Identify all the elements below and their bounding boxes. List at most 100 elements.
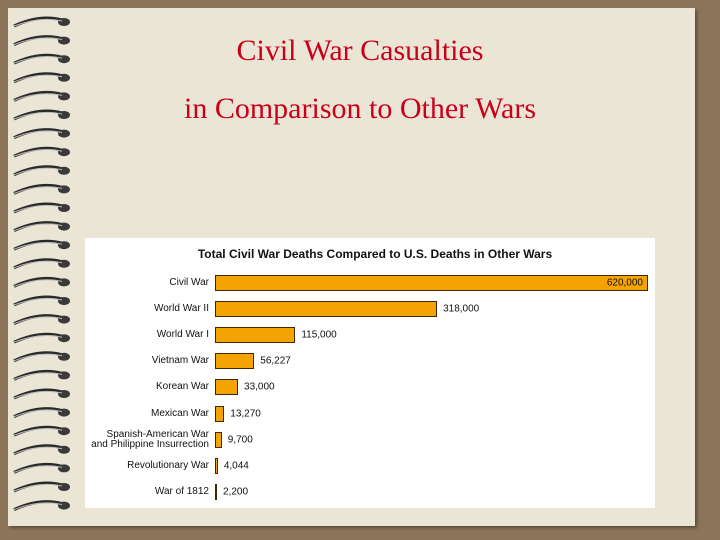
y-tick-label: Civil War bbox=[169, 277, 209, 288]
spiral-ring bbox=[58, 315, 70, 324]
bar bbox=[215, 379, 239, 396]
spiral-ring bbox=[13, 276, 63, 288]
spiral-ring bbox=[58, 166, 70, 175]
spiral-ring bbox=[13, 242, 63, 250]
data-label: 9,700 bbox=[227, 434, 253, 446]
y-tick-label: World War II bbox=[153, 303, 209, 315]
spiral-ring bbox=[13, 390, 63, 399]
y-tick-label: Korean War bbox=[156, 381, 209, 393]
spiral-ring bbox=[58, 111, 70, 119]
data-label: 4,044 bbox=[223, 460, 249, 472]
spiral-ring bbox=[13, 18, 63, 27]
slide-title: Civil War Casualties bbox=[236, 34, 484, 67]
spiral-ring bbox=[13, 202, 63, 214]
spiral-ring bbox=[13, 446, 63, 455]
data-label: 318,000 bbox=[443, 303, 480, 315]
spiral-ring bbox=[58, 427, 70, 436]
data-label: 56,227 bbox=[260, 355, 291, 367]
slide-title: in Comparison to Other Wars bbox=[184, 92, 536, 125]
spiral-ring bbox=[58, 185, 70, 194]
spiral-ring bbox=[13, 165, 63, 177]
spiral-ring bbox=[13, 37, 63, 46]
spiral-ring bbox=[13, 223, 63, 232]
spiral-ring bbox=[13, 297, 63, 306]
bar bbox=[215, 327, 296, 344]
spiral-ring bbox=[13, 56, 63, 64]
spiral-ring bbox=[58, 278, 70, 287]
spiral-ring bbox=[58, 241, 70, 250]
spiral-ring bbox=[13, 183, 63, 195]
spiral-ring bbox=[13, 425, 63, 437]
spiral-ring bbox=[58, 408, 70, 417]
spiral-ring bbox=[13, 258, 63, 270]
spiral-ring bbox=[13, 428, 63, 436]
spiral-ring bbox=[13, 465, 63, 473]
spiral-ring bbox=[13, 481, 63, 493]
y-tick-label: Mexican War bbox=[151, 407, 209, 419]
data-label: 115,000 bbox=[301, 329, 337, 341]
spiral-ring bbox=[13, 407, 63, 418]
data-label: 2,200 bbox=[223, 486, 249, 498]
spiral-ring bbox=[13, 353, 63, 362]
y-tick-label: Vietnam War bbox=[151, 355, 209, 367]
spiral-ring bbox=[58, 297, 70, 305]
spiral-ring bbox=[13, 500, 63, 511]
data-label: 13,270 bbox=[230, 408, 261, 419]
spiral-ring bbox=[13, 260, 63, 269]
spiral-ring bbox=[13, 149, 63, 157]
spiral-ring bbox=[13, 332, 63, 344]
data-label: 620,000 bbox=[606, 277, 643, 289]
spiral-ring bbox=[58, 92, 70, 101]
spiral-ring bbox=[58, 204, 70, 212]
spiral-ring bbox=[13, 72, 63, 84]
spiral-ring bbox=[13, 335, 63, 343]
spiral-ring bbox=[58, 18, 70, 26]
spiral-ring bbox=[58, 483, 70, 491]
bar bbox=[215, 431, 222, 448]
spiral-ring bbox=[13, 204, 63, 213]
spiral-ring bbox=[13, 16, 63, 28]
spiral-ring bbox=[13, 295, 63, 307]
spiral-ring bbox=[13, 444, 63, 456]
spiral-ring bbox=[58, 390, 70, 398]
spiral-ring bbox=[13, 462, 63, 474]
spiral-ring bbox=[58, 36, 70, 45]
spiral-ring bbox=[13, 239, 63, 251]
chart: Total Civil War Deaths Compared to U.S. … bbox=[85, 238, 655, 508]
spiral-ring bbox=[58, 352, 70, 361]
spiral-ring bbox=[13, 146, 63, 158]
bar bbox=[215, 301, 438, 318]
spiral-ring bbox=[13, 314, 63, 325]
spiral-ring bbox=[13, 186, 63, 194]
spiral-ring bbox=[13, 369, 63, 381]
spiral-ring bbox=[13, 111, 63, 120]
spiral-ring bbox=[58, 55, 70, 64]
spiral-ring bbox=[58, 222, 70, 231]
spiral-ring bbox=[58, 259, 70, 268]
spiral-ring bbox=[13, 130, 63, 139]
spiral-ring bbox=[13, 316, 63, 325]
spiral-ring bbox=[58, 73, 70, 82]
spiral-ring bbox=[13, 128, 63, 139]
y-tick-label: War of 1812 bbox=[154, 485, 209, 497]
spiral-ring bbox=[58, 129, 70, 138]
spiral-ring bbox=[58, 445, 70, 454]
spiral-ring bbox=[13, 221, 63, 232]
spiral-ring bbox=[13, 351, 63, 363]
spiral-ring bbox=[13, 502, 63, 511]
data-label: 33,000 bbox=[244, 381, 275, 393]
spiral-binding bbox=[13, 16, 70, 511]
spiral-ring bbox=[13, 388, 63, 400]
spiral-ring bbox=[13, 279, 63, 287]
spiral-ring bbox=[13, 93, 63, 101]
spiral-ring bbox=[58, 501, 70, 510]
spiral-ring bbox=[13, 74, 63, 83]
spiral-ring bbox=[13, 167, 63, 176]
spiral-ring bbox=[13, 483, 63, 492]
bar bbox=[215, 457, 218, 474]
bar bbox=[215, 483, 217, 500]
bar bbox=[215, 353, 255, 370]
bar bbox=[215, 405, 225, 422]
chart-title: Total Civil War Deaths Compared to U.S. … bbox=[197, 247, 553, 261]
